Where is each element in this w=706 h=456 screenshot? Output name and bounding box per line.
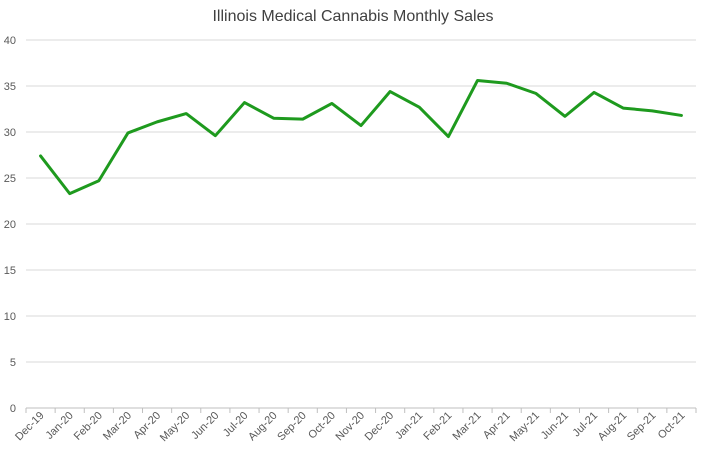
x-tick-label: Nov-20 (334, 410, 368, 444)
x-tick-label: Jan-20 (44, 410, 76, 442)
x-tick-label: Jun-21 (539, 410, 571, 442)
x-tick-label: Dec-20 (363, 410, 397, 444)
y-axis-ticks: 0 5 10 15 20 25 30 35 40 (4, 35, 16, 415)
x-tick-label: Mar-21 (451, 410, 484, 443)
y-tick-label: 40 (4, 35, 16, 47)
chart-title: Illinois Medical Cannabis Monthly Sales (212, 8, 493, 25)
x-tick-label: Mar-20 (101, 410, 134, 443)
y-tick-label: 20 (4, 219, 16, 231)
x-tick-label: Jun-20 (189, 410, 221, 442)
series-line (41, 80, 682, 193)
x-tick-label: May-20 (158, 410, 192, 444)
gridlines (26, 40, 696, 408)
x-tick-label: Sep-20 (275, 410, 309, 444)
y-tick-label: 5 (10, 357, 16, 369)
y-tick-label: 25 (4, 173, 16, 185)
x-tick-label: Oct-21 (656, 410, 688, 442)
x-axis-ticks: Dec-19Jan-20Feb-20Mar-20Apr-20May-20Jun-… (13, 408, 696, 444)
y-tick-label: 10 (4, 311, 16, 323)
x-tick-label: May-21 (507, 410, 541, 444)
x-tick-label: Feb-20 (72, 410, 105, 443)
x-tick-label: Dec-19 (13, 410, 47, 444)
y-tick-label: 30 (4, 127, 16, 139)
series-layer (41, 80, 682, 193)
x-tick-label: Aug-21 (596, 410, 630, 444)
y-tick-label: 35 (4, 81, 16, 93)
x-tick-label: Feb-21 (421, 410, 454, 443)
y-tick-label: 0 (10, 403, 16, 415)
y-tick-label: 15 (4, 265, 16, 277)
x-tick-label: Sep-21 (625, 410, 659, 444)
x-tick-label: Aug-20 (246, 410, 280, 444)
x-tick-label: Oct-20 (306, 410, 338, 442)
x-tick-label: Jan-21 (393, 410, 425, 442)
